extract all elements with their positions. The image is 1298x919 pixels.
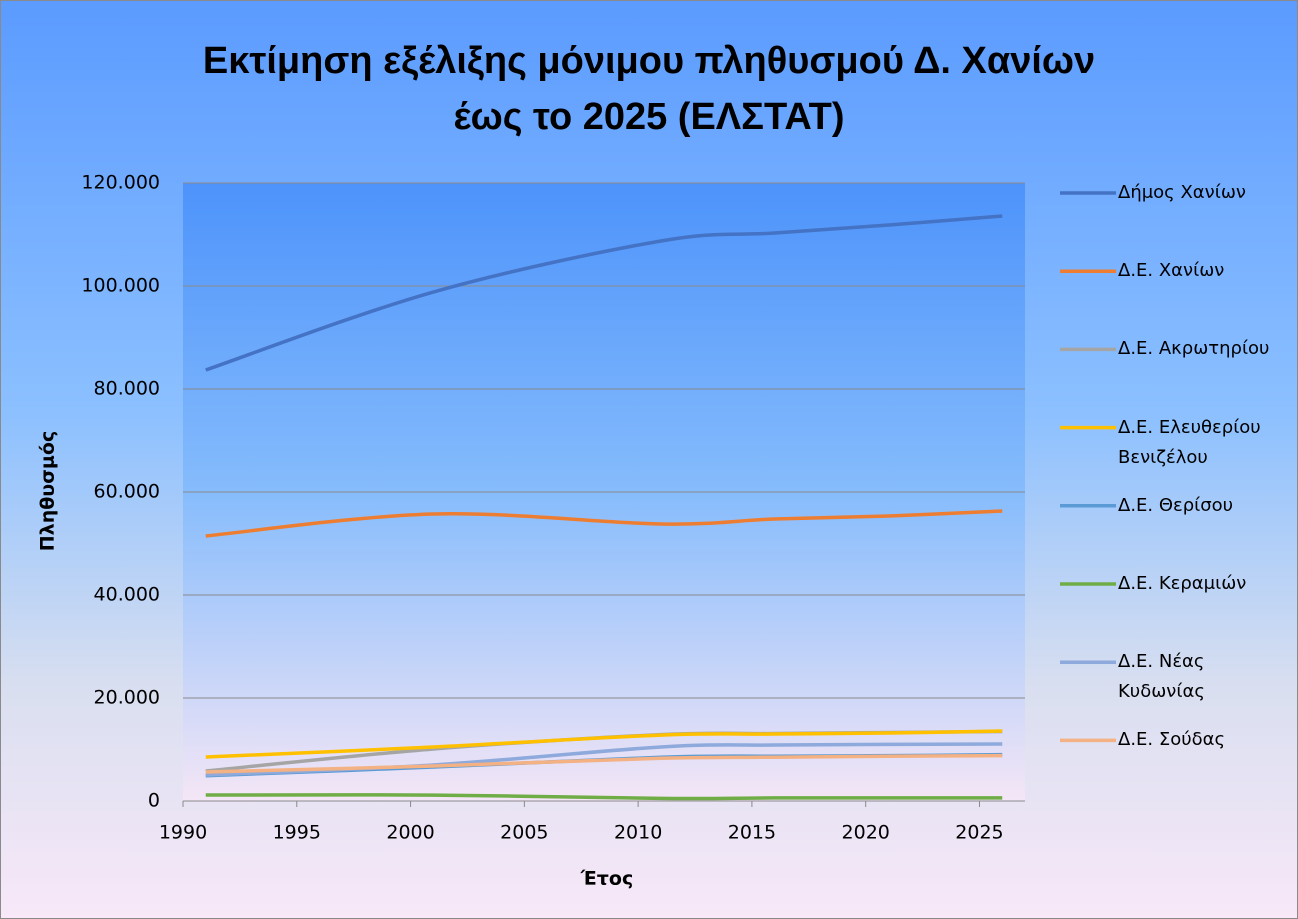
legend-label: Δ.Ε. Νέας Κυδωνίας	[1118, 651, 1205, 703]
x-tick-label: 2005	[500, 822, 548, 844]
y-tick-label: 80.000	[94, 378, 160, 400]
x-tick-label: 2020	[842, 822, 890, 844]
legend-label: Δ.Ε. Ελευθερίου Βενιζέλου	[1118, 416, 1261, 468]
y-tick-label: 20.000	[94, 687, 160, 709]
y-tick-label: 60.000	[94, 481, 160, 503]
x-tick-label: 2015	[728, 822, 776, 844]
series-line	[205, 214, 1003, 372]
series-line	[205, 793, 1003, 801]
chart-title: έως το 2025 (ΕΛΣΤΑΤ)	[453, 96, 845, 138]
x-axis-title: Έτος	[580, 868, 634, 890]
x-tick-label: 2025	[955, 822, 1003, 844]
legend-label: Δ.Ε. Θερίσου	[1118, 494, 1234, 516]
legend-label: Δήμος Χανίων	[1118, 182, 1246, 203]
x-tick-label: 2010	[614, 822, 662, 844]
y-tick-label: 100.000	[81, 275, 160, 297]
series-line	[205, 753, 1003, 774]
legend-label: Δ.Ε. Κεραμιών	[1118, 573, 1247, 594]
series-line	[205, 509, 1003, 538]
chart-title: Εκτίμηση εξέλιξης μόνιμου πληθυσμού Δ. Χ…	[202, 40, 1096, 82]
legend-label: Δ.Ε. Χανίων	[1118, 260, 1225, 282]
y-tick-label: 40.000	[94, 584, 160, 606]
x-tick-label: 2000	[386, 822, 434, 844]
y-tick-label: 0	[148, 790, 160, 812]
x-tick-label: 1995	[273, 822, 321, 844]
y-tick-label: 120.000	[81, 172, 160, 194]
legend-label: Δ.Ε. Σούδας	[1118, 729, 1226, 751]
x-tick-label: 1990	[159, 822, 207, 844]
legend-label: Δ.Ε. Ακρωτηρίου	[1118, 338, 1270, 360]
y-axis-title: Πληθυσμός	[37, 431, 59, 551]
series-line	[205, 729, 1003, 759]
